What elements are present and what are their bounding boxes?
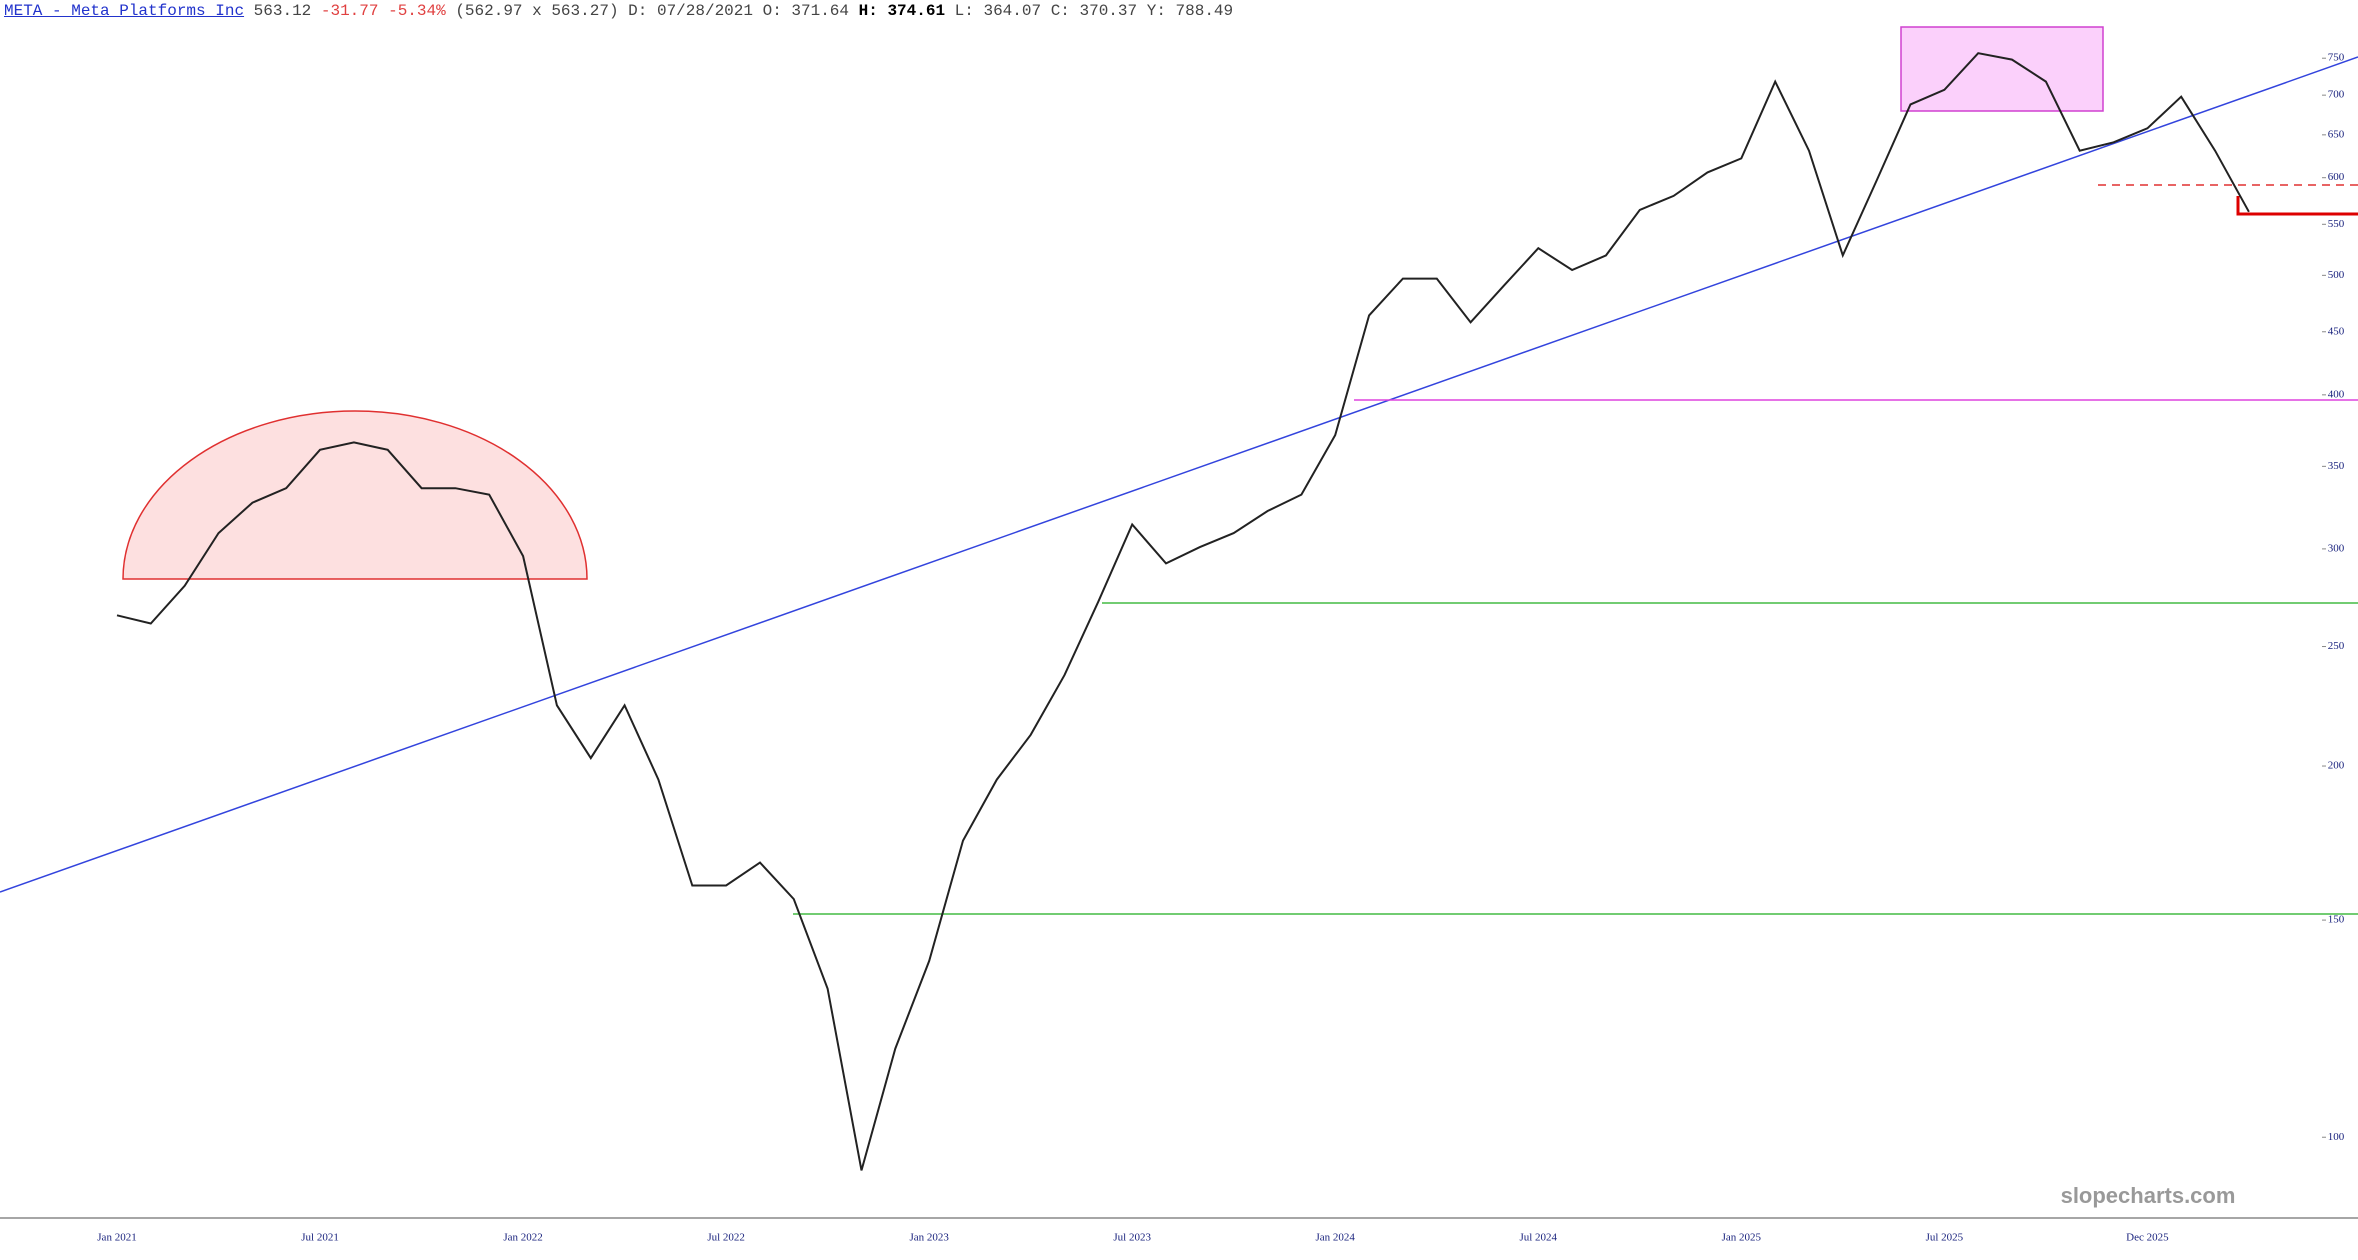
change-pct: -5.34%	[388, 2, 446, 20]
y-tick-label: 750	[2328, 52, 2345, 64]
x-tick-label: Jan 2025	[1722, 1232, 1762, 1244]
x-tick-label: Jul 2021	[301, 1232, 339, 1244]
high-label: H:	[858, 2, 878, 20]
y-tick-label: 500	[2328, 269, 2345, 281]
y-tick-label: 450	[2328, 325, 2345, 337]
symbol[interactable]: META - Meta Platforms Inc	[4, 2, 245, 20]
x-tick-label: Jul 2025	[1926, 1232, 1964, 1244]
arc-pattern	[122, 410, 588, 580]
y-tick-label: 550	[2328, 218, 2345, 230]
open: O: 371.64	[762, 2, 850, 20]
change: -31.77	[320, 2, 379, 20]
level-line	[2236, 196, 2358, 216]
bid-ask: (562.97 x 563.27)	[455, 2, 619, 20]
quote-header: META - Meta Platforms Inc 563.12 -31.77 …	[4, 2, 1233, 20]
x-tick-label: Jul 2022	[707, 1232, 745, 1244]
y-tick-label: 250	[2328, 640, 2345, 652]
x-tick-label: Jul 2024	[1519, 1232, 1557, 1244]
y-tick-label: 700	[2328, 89, 2345, 101]
y-tick-label: 650	[2328, 128, 2345, 140]
low: L: 364.07	[954, 2, 1042, 20]
high: 374.61	[887, 2, 946, 20]
x-tick-label: Jan 2021	[97, 1232, 136, 1244]
x-tick-label: Dec 2025	[2126, 1232, 2169, 1244]
y-tick-label: 350	[2328, 460, 2345, 472]
price-line	[116, 52, 2250, 1171]
date: D: 07/28/2021	[628, 2, 753, 20]
y-value: Y: 788.49	[1146, 2, 1234, 20]
y-tick-label: 400	[2328, 388, 2345, 400]
y-tick-label: 150	[2328, 914, 2345, 926]
trend-line	[0, 56, 2358, 893]
x-tick-label: Jan 2022	[503, 1232, 542, 1244]
y-tick-label: 600	[2328, 171, 2345, 183]
x-tick-label: Jan 2023	[909, 1232, 949, 1244]
x-tick-label: Jul 2023	[1113, 1232, 1151, 1244]
range-box	[1900, 26, 2104, 112]
close: C: 370.37	[1050, 2, 1138, 20]
y-tick-label: 300	[2328, 542, 2345, 554]
last: 563.12	[253, 2, 312, 20]
y-tick-label: 100	[2328, 1131, 2345, 1143]
x-tick-label: Jan 2024	[1316, 1232, 1356, 1244]
watermark: slopecharts.com	[2061, 1183, 2236, 1208]
y-tick-label: 200	[2328, 760, 2345, 772]
